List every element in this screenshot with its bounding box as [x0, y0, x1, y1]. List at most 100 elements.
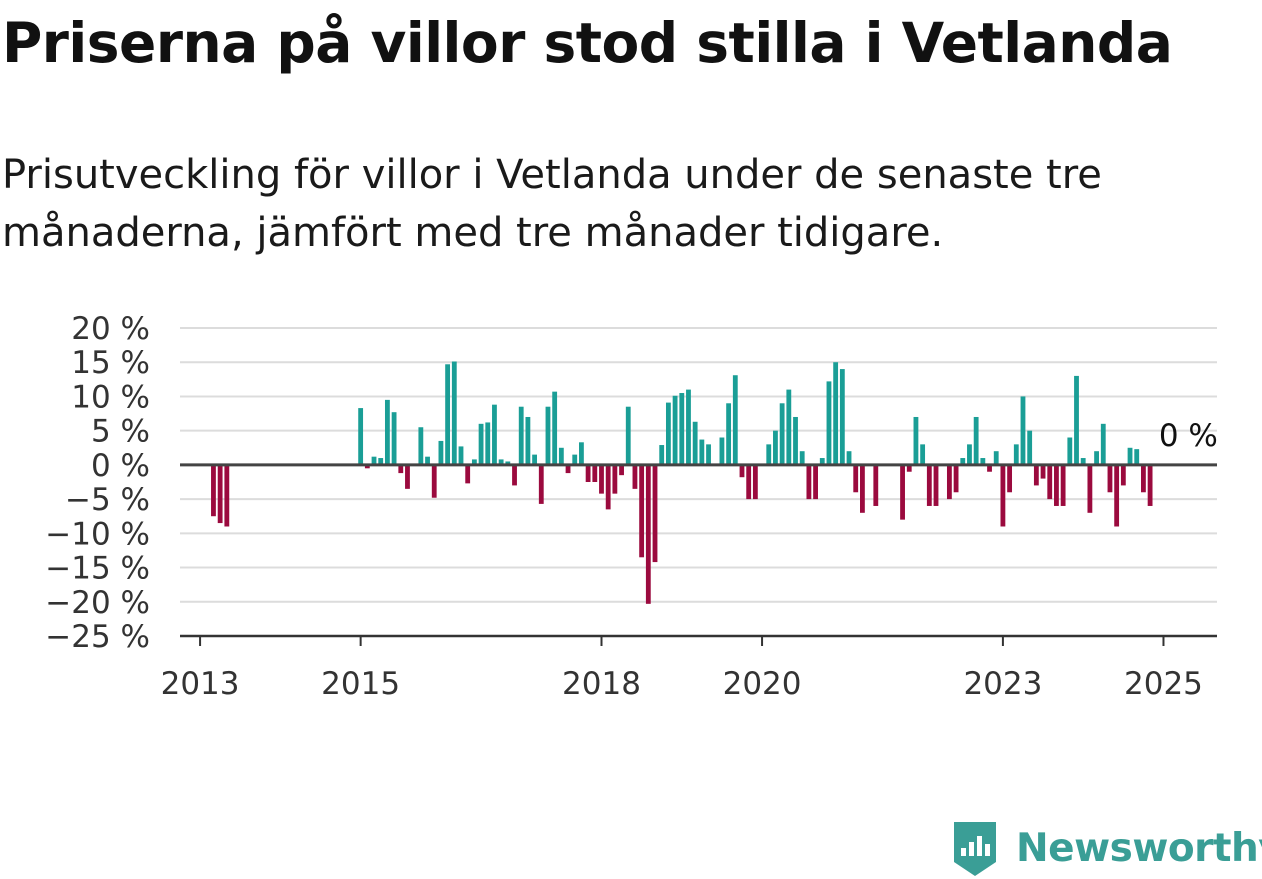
bar [371, 456, 377, 465]
bar [1007, 464, 1013, 493]
bar [779, 403, 785, 465]
bar [679, 393, 685, 465]
bar [525, 416, 531, 465]
x-tick-label: 2020 [723, 666, 802, 702]
bar [920, 444, 926, 465]
bar [224, 464, 230, 527]
y-tick-label: 5 % [91, 414, 150, 450]
bar [391, 412, 397, 465]
bar [752, 464, 758, 500]
bar [1114, 464, 1120, 527]
bar [1134, 449, 1140, 465]
bar [518, 406, 524, 465]
y-tick-label: −25 % [45, 619, 150, 655]
bar [425, 456, 430, 465]
bar [732, 375, 738, 465]
bar [746, 464, 752, 500]
x-tick-label: 2013 [161, 666, 240, 702]
bar [532, 454, 537, 465]
bar [458, 446, 464, 465]
y-tick-label: 20 % [71, 311, 150, 347]
bar [1047, 464, 1053, 500]
bar [987, 464, 992, 472]
bar [512, 464, 517, 486]
bar [1100, 423, 1106, 465]
y-tick-label: −10 % [45, 516, 150, 552]
bar [926, 464, 932, 506]
bar [659, 445, 665, 465]
bar [1020, 396, 1026, 465]
y-tick-label: 15 % [71, 345, 150, 381]
bar [438, 440, 444, 465]
x-tick-label: 2023 [963, 666, 1042, 702]
bar [1127, 447, 1133, 465]
axes [180, 463, 1217, 646]
bar [665, 402, 671, 465]
bar [585, 464, 591, 482]
bar [1087, 464, 1093, 513]
bar [826, 381, 832, 465]
bar [1074, 375, 1079, 465]
bar [552, 391, 558, 465]
bar [558, 447, 564, 465]
bar [900, 464, 905, 520]
bar [485, 422, 491, 465]
x-axis-tick-labels: 2013 2015 2018 2020 2023 2025 [161, 666, 1203, 702]
bar [913, 416, 919, 465]
bar [538, 464, 544, 504]
bar [625, 406, 631, 465]
bar [217, 464, 223, 524]
bar [846, 451, 852, 465]
bar [692, 421, 698, 465]
chart-title: Priserna på villor stod stilla i Vetland… [2, 11, 1173, 75]
bar [873, 464, 879, 506]
bar [612, 464, 618, 494]
bar [860, 464, 865, 513]
bar [592, 464, 598, 482]
bar [579, 442, 584, 465]
bar [405, 464, 410, 489]
bar [565, 464, 571, 474]
bar [632, 464, 638, 489]
bar [599, 464, 604, 494]
bar [806, 464, 812, 500]
bar [572, 454, 578, 465]
bar [719, 437, 725, 465]
bar [378, 458, 384, 465]
bar [478, 423, 484, 465]
bar [906, 464, 912, 472]
bar [819, 458, 825, 465]
bar [1033, 464, 1039, 486]
bar [1147, 464, 1153, 506]
bar [839, 369, 845, 465]
y-tick-label: 10 % [71, 379, 150, 415]
bar [358, 408, 364, 465]
bar [451, 361, 457, 465]
bar [960, 458, 966, 465]
bar [465, 464, 471, 484]
bar [398, 464, 404, 474]
bar [799, 451, 805, 465]
annotations: 0 % [1159, 418, 1218, 454]
bar [645, 464, 651, 604]
bar [726, 403, 732, 465]
bar [813, 464, 818, 500]
bar [1027, 430, 1033, 465]
bar [1067, 437, 1073, 465]
bar [1060, 464, 1066, 506]
x-tick-label: 2025 [1124, 666, 1203, 702]
bar [833, 362, 839, 465]
bar [739, 464, 745, 478]
bar [1120, 464, 1126, 486]
bar [1013, 444, 1019, 465]
bars [211, 361, 1166, 604]
y-axis-tick-labels: 20 %15 %10 %5 %0 %−5 %−10 %−15 %−20 %−25… [45, 311, 150, 655]
bar [1054, 464, 1059, 506]
bar [1107, 464, 1113, 493]
bar [639, 464, 645, 558]
bar [706, 444, 711, 465]
bar [471, 459, 477, 465]
bar [431, 464, 437, 498]
chart-subtitle: Prisutveckling för villor i Vetlanda und… [2, 152, 1102, 256]
bar [498, 459, 504, 465]
